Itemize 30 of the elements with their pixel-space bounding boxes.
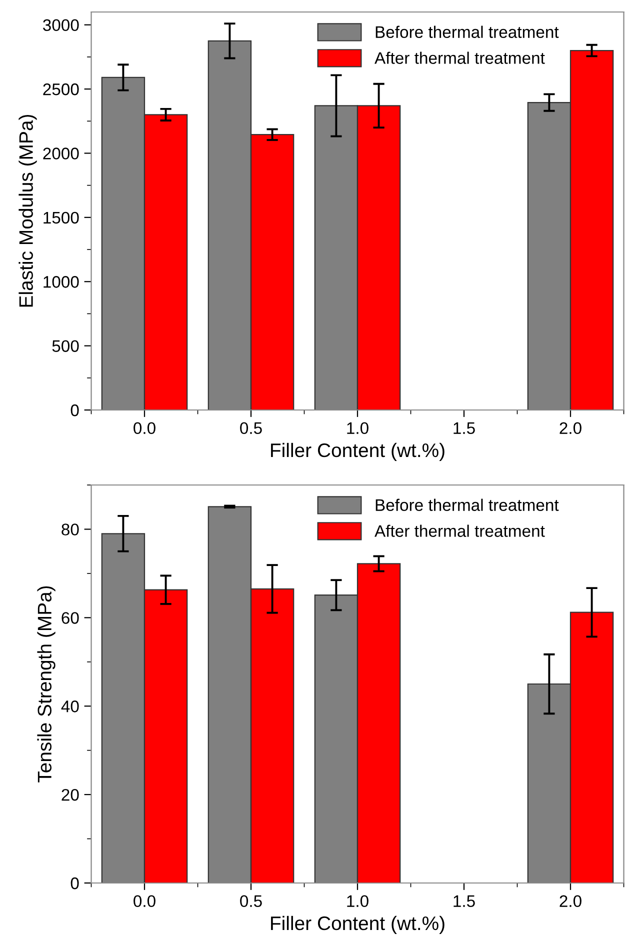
y-tick-label: 2000 [43,148,79,160]
y-tick-label: 500 [52,340,79,352]
x-tick-label: 0.5 [240,895,262,908]
y-tick-label: 0 [70,877,79,890]
x-tick-label: 1.0 [347,422,368,434]
y-tick-label: 80 [62,524,79,536]
y-axis-title: Elastic Modulus (MPa) [18,114,37,307]
y-tick-label: 40 [61,700,79,712]
x-tick-label: 2.0 [560,895,582,908]
x-tick-label: 1.5 [454,895,475,908]
y-tick-label: 1500 [44,212,79,224]
x-tick-label: 1.0 [347,895,368,908]
legend-label: After thermal treatment [374,524,545,537]
x-axis-title: Filler Content (wt.%) [271,442,444,462]
y-tick-label: 2500 [43,83,79,96]
y-tick-label: 1000 [44,276,79,288]
legend-label: Before thermal treatment [376,26,559,38]
x-tick-label: 2.0 [560,422,582,434]
y-tick-label: 0 [70,404,79,416]
y-tick-label: 3000 [43,19,79,32]
y-axis-title: Tensile Strength (MPa) [37,586,56,782]
x-tick-label: 0.0 [134,895,156,908]
y-tick-label: 60 [62,612,79,624]
x-tick-label: 1.5 [454,422,475,434]
x-tick-label: 0.0 [134,422,156,434]
y-tick-label: 20 [62,788,79,801]
legend-label: After thermal treatment [374,52,545,64]
x-axis-title: Filler Content (wt.%) [271,916,444,934]
x-tick-label: 0.5 [240,422,262,434]
legend-label: Before thermal treatment [376,498,559,511]
